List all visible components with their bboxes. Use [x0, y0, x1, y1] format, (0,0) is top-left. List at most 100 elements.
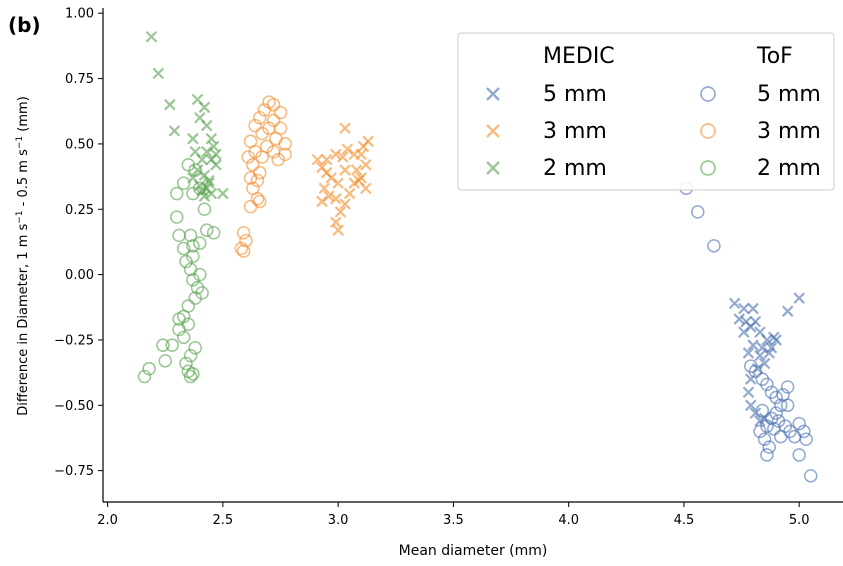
point-medic-5mm [770, 334, 782, 346]
point-tof-5mm [760, 448, 774, 462]
legend-marker-medic-3mm [486, 124, 500, 138]
point-tof-2mm [183, 228, 198, 243]
legend: MEDIC ToF 5 mm 3 mm 2 mm 5 mm 3 mm 2 mm [457, 32, 835, 191]
point-tof-5mm [797, 424, 811, 439]
y-axis-title-sup-2: −1 [15, 136, 25, 149]
point-medic-3mm [350, 164, 363, 176]
x-tick-label: 4.0 [558, 513, 579, 528]
point-tof-3mm [241, 150, 256, 164]
point-medic-2mm [168, 125, 181, 137]
point-medic-2mm [145, 30, 158, 43]
point-medic-2mm [152, 67, 165, 80]
point-medic-3mm [360, 159, 372, 171]
point-tof-3mm [255, 150, 269, 164]
y-tick-label: 0.50 [65, 137, 94, 152]
point-tof-2mm [176, 176, 191, 190]
legend-title-tof: ToF [756, 44, 793, 69]
point-medic-2mm [187, 132, 199, 145]
x-tick-label: 2.0 [97, 513, 118, 528]
point-medic-5mm [747, 339, 759, 351]
point-tof-3mm [252, 194, 267, 209]
point-tof-2mm [186, 186, 200, 201]
point-medic-3mm [339, 198, 351, 210]
point-tof-2mm [179, 254, 193, 269]
point-medic-3mm [332, 224, 344, 236]
x-tick-label: 5.0 [789, 513, 810, 528]
point-tof-5mm [707, 239, 721, 253]
point-medic-3mm [348, 148, 361, 161]
point-medic-2mm [203, 174, 215, 187]
y-axis-title-part-3: (mm) [16, 96, 31, 136]
point-tof-2mm [142, 361, 156, 376]
point-tof-5mm [792, 416, 806, 431]
point-tof-2mm [188, 341, 202, 355]
legend-label-medic-3mm: 3 mm [543, 119, 607, 144]
point-tof-3mm [255, 126, 269, 141]
x-tick-label: 3.5 [443, 513, 464, 528]
point-tof-5mm [773, 398, 788, 413]
point-medic-2mm [217, 187, 229, 200]
y-tick-label: −0.50 [54, 399, 94, 414]
point-medic-5mm [747, 302, 759, 315]
point-tof-3mm [250, 192, 265, 206]
axes [102, 8, 843, 503]
point-medic-5mm [742, 386, 755, 399]
point-tof-2mm [193, 236, 207, 251]
point-medic-3mm [330, 193, 342, 205]
point-tof-3mm [248, 118, 262, 133]
point-tof-5mm [792, 448, 806, 462]
point-tof-2mm [176, 241, 191, 256]
point-medic-3mm [334, 206, 347, 218]
point-medic-5mm [745, 373, 757, 385]
point-tof-2mm [186, 273, 200, 287]
y-tick-label: 0.25 [65, 203, 94, 218]
point-tof-2mm [183, 369, 198, 384]
point-tof-3mm [236, 244, 251, 258]
point-tof-5mm [760, 377, 774, 392]
point-tof-3mm [252, 165, 267, 180]
point-medic-3mm [311, 153, 324, 166]
point-medic-2mm [198, 101, 211, 114]
y-axis-title: Difference in Diameter, 1 m s−1 - 0.5 m … [15, 96, 31, 416]
point-tof-3mm [239, 233, 253, 248]
point-medic-2mm [196, 153, 208, 166]
point-medic-2mm [205, 132, 218, 145]
point-medic-3mm [343, 187, 356, 200]
point-tof-2mm [197, 202, 212, 217]
legend-markers [486, 86, 716, 176]
y-axis-title-part-1: Difference in Diameter, 1 m s [16, 224, 31, 416]
point-tof-5mm [690, 205, 705, 219]
point-tof-5mm [755, 403, 770, 418]
legend-label-medic-2mm: 2 mm [543, 156, 607, 181]
point-tof-5mm [762, 440, 777, 454]
y-tick-label: −0.75 [54, 464, 94, 479]
panel-label: (b) [8, 13, 41, 37]
legend-marker-tof-2mm [700, 160, 716, 176]
legend-marker-medic-2mm [486, 161, 500, 175]
point-medic-3mm [330, 148, 342, 161]
point-tof-3mm [278, 137, 292, 151]
point-medic-5mm [742, 347, 755, 359]
point-medic-5mm [749, 407, 762, 419]
point-medic-3mm [316, 195, 328, 208]
point-medic-5mm [758, 357, 771, 370]
point-tof-5mm [780, 398, 795, 413]
point-medic-5mm [756, 342, 769, 354]
point-medic-5mm [781, 305, 794, 317]
point-medic-2mm [198, 190, 211, 202]
point-tof-5mm [799, 432, 813, 447]
point-medic-3mm [318, 182, 331, 195]
point-medic-5mm [733, 313, 746, 325]
point-tof-2mm [206, 226, 221, 240]
point-medic-3mm [357, 140, 370, 153]
point-tof-5mm [767, 422, 781, 436]
point-medic-3mm [339, 122, 351, 135]
point-medic-5mm [745, 399, 757, 412]
y-tick-label: 1.00 [65, 7, 94, 22]
point-tof-3mm [236, 226, 251, 240]
point-tof-2mm [179, 356, 193, 371]
point-medic-3mm [320, 153, 333, 166]
point-tof-3mm [246, 158, 260, 172]
point-tof-2mm [176, 330, 191, 345]
point-medic-5mm [738, 302, 750, 315]
